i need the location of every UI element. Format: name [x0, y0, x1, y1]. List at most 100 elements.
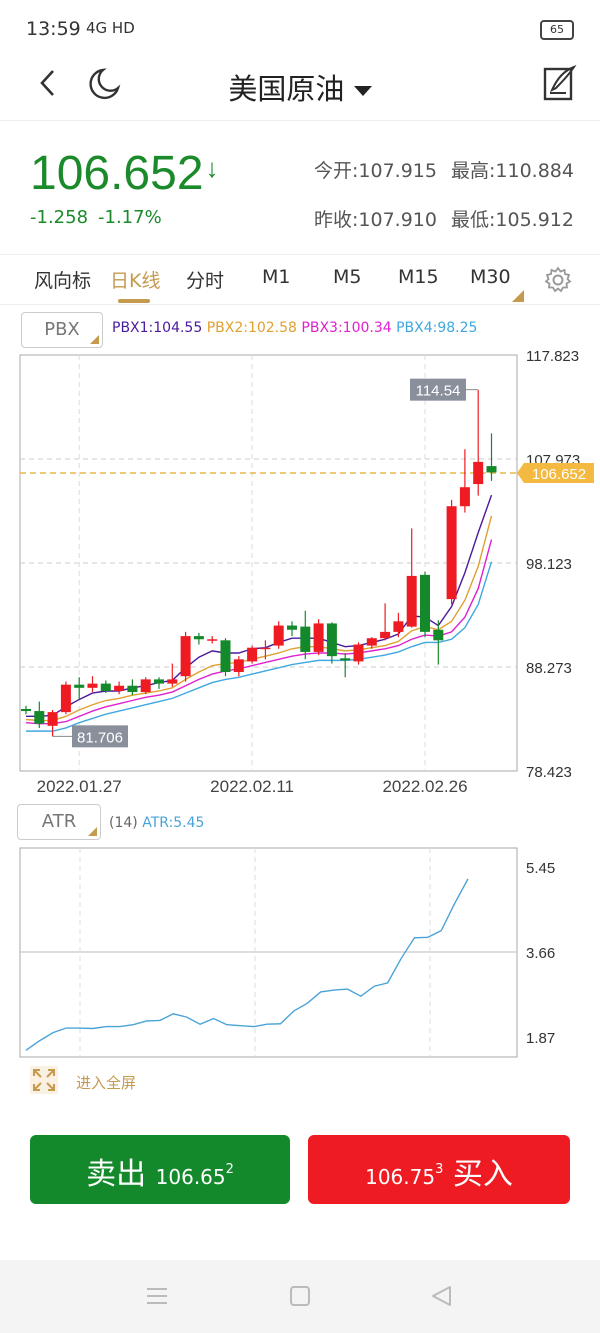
candle-body — [353, 644, 364, 662]
y-tick-label: 78.423 — [526, 764, 572, 781]
high-label: 最高: — [451, 160, 496, 182]
status-time: 13:59 — [26, 18, 81, 40]
candle-body — [326, 623, 337, 657]
sub-indicator-name: ATR — [41, 811, 77, 832]
low-value: 105.912 — [495, 209, 574, 231]
candle-body — [446, 506, 457, 600]
atr-period: (14) — [109, 815, 138, 831]
candle-body — [60, 684, 71, 713]
tab-m5[interactable]: M5 — [333, 266, 362, 288]
candle-body — [180, 636, 191, 677]
sell-price-sup: 2 — [225, 1162, 234, 1177]
page-title[interactable]: 美国原油 — [0, 66, 600, 108]
price-change-pct: -1.17% — [98, 207, 162, 228]
sell-price: 106.65 — [155, 1165, 226, 1189]
pbx-line-pbx2 — [25, 515, 493, 722]
current-price: 106.652↓ — [30, 146, 219, 201]
candle-body — [459, 487, 470, 507]
candle-body — [127, 685, 138, 693]
edit-note-icon[interactable] — [542, 64, 578, 102]
pbx1-value: PBX1:104.55 — [112, 320, 203, 336]
y-tick-label: 88.273 — [526, 660, 572, 677]
main-indicator-select[interactable]: PBX — [21, 312, 103, 348]
open-label: 今开: — [314, 160, 359, 182]
candle-body — [273, 625, 284, 646]
low-marker-box — [72, 725, 128, 748]
atr-chart[interactable]: 5.45 3.66 1.87 — [0, 845, 600, 1060]
atr-y-tick-label: 1.87 — [526, 1030, 555, 1047]
candle-body — [247, 647, 258, 662]
buy-label: 买入 — [452, 1157, 513, 1192]
divider — [0, 120, 600, 121]
system-nav-bar — [0, 1260, 600, 1333]
candle-body — [393, 621, 404, 632]
candle-body — [260, 647, 271, 650]
candle-body — [193, 636, 204, 640]
tab-m15[interactable]: M15 — [398, 266, 439, 288]
price-change: -1.258 — [30, 207, 89, 228]
candle-body — [47, 712, 58, 726]
menu-icon[interactable] — [146, 1286, 168, 1310]
tab-m1[interactable]: M1 — [262, 266, 291, 288]
candle-body — [74, 684, 85, 688]
candle-body — [114, 685, 125, 691]
divider — [0, 304, 600, 305]
moon-icon[interactable] — [86, 66, 122, 102]
prev-close-stat: 昨收:107.910 — [314, 205, 437, 232]
fullscreen-link[interactable]: 进入全屏 — [76, 1074, 137, 1092]
tab-intraday[interactable]: 分时 — [186, 270, 225, 292]
x-tick-label: 2022.02.11 — [210, 777, 294, 796]
candle-body — [366, 638, 377, 646]
settings-gear-icon[interactable] — [544, 266, 572, 294]
y-tick-label: 98.123 — [526, 556, 572, 573]
candle-body — [207, 639, 218, 641]
main-indicator-name: PBX — [44, 319, 80, 340]
fullscreen-icon[interactable] — [30, 1066, 58, 1094]
candle-body — [420, 574, 430, 632]
high-value: 110.884 — [495, 160, 574, 182]
home-square-icon[interactable] — [289, 1285, 311, 1311]
network-indicator: 4G HD — [86, 19, 135, 37]
atr-legend: (14) ATR:5.45 — [109, 815, 204, 831]
tab-daily-k[interactable]: 日K线 — [110, 270, 161, 292]
atr-y-tick-label: 5.45 — [526, 860, 555, 877]
pbx-line-pbx3 — [25, 539, 493, 725]
high-stat: 最高:110.884 — [451, 156, 574, 183]
buy-price: 106.75 — [365, 1165, 436, 1189]
candle-body — [313, 623, 324, 652]
atr-line — [25, 878, 469, 1051]
candle-body — [300, 626, 311, 652]
x-tick-label: 2022.01.27 — [37, 777, 122, 796]
tab-m30[interactable]: M30 — [470, 266, 511, 288]
dropdown-caret-icon — [353, 86, 372, 96]
current-price-tag — [517, 462, 594, 483]
candle-body — [140, 679, 151, 693]
buy-button[interactable]: 106.753 买入 — [308, 1135, 570, 1204]
pbx-legend: PBX1:104.55 PBX2:102.58 PBX3:100.34 PBX4… — [112, 320, 477, 336]
candlestick-chart[interactable]: 117.823107.97398.12388.27378.4232022.01.… — [0, 350, 600, 805]
title-text: 美国原油 — [228, 72, 345, 106]
back-arrow-icon[interactable] — [34, 68, 64, 98]
back-triangle-icon[interactable] — [430, 1285, 452, 1311]
high-marker-label: 114.54 — [416, 383, 461, 400]
candle-body — [287, 625, 297, 630]
candle-body — [21, 708, 31, 712]
more-periods-caret-icon[interactable] — [512, 290, 524, 302]
candle-body — [340, 658, 351, 661]
low-marker-label: 81.706 — [77, 729, 123, 746]
pbx-line-pbx4 — [26, 561, 493, 732]
candle-body — [167, 679, 178, 684]
tab-fengxiangbiao[interactable]: 风向标 — [34, 270, 92, 292]
active-tab-indicator — [118, 299, 150, 303]
sell-button[interactable]: 卖出 106.652 — [30, 1135, 290, 1204]
prev-close-label: 昨收: — [314, 209, 359, 231]
x-tick-label: 2022.02.26 — [382, 777, 467, 796]
sub-indicator-select[interactable]: ATR — [17, 804, 101, 840]
candle-body — [233, 659, 244, 672]
low-stat: 最低:105.912 — [451, 205, 574, 232]
open-value: 107.915 — [358, 160, 437, 182]
pbx2-value: PBX2:102.58 — [206, 320, 297, 336]
current-price-tag-label: 106.652 — [532, 466, 586, 483]
candle-body — [87, 683, 98, 688]
candle-body — [220, 640, 231, 672]
